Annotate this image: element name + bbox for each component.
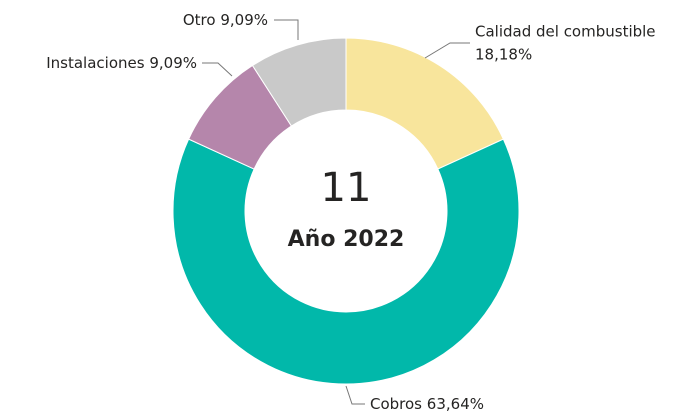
center-value: 11: [321, 165, 372, 211]
slice-label: Cobros 63,64%: [370, 395, 484, 412]
slice-label: Instalaciones 9,09%: [46, 54, 197, 72]
slice-label: Otro 9,09%: [183, 11, 268, 29]
slice: [251, 37, 347, 127]
slice-name: Cobros: [370, 395, 422, 412]
leader-line: [424, 42, 470, 59]
slice: [172, 138, 520, 385]
leader-line: [274, 19, 299, 40]
slice: [345, 37, 505, 170]
center-label: Año 2022: [288, 227, 405, 252]
slice-value: 9,09%: [220, 11, 268, 29]
slice-name: Instalaciones: [46, 54, 145, 72]
leader-line: [345, 385, 365, 405]
slice-value: 63,64%: [427, 395, 484, 412]
slice-value: 9,09%: [149, 54, 197, 72]
slice-value: 18,18%: [475, 46, 532, 64]
leader-line: [202, 62, 233, 77]
slice-name: Otro: [183, 11, 216, 29]
slice-label: Calidad del combustible: [475, 23, 656, 41]
